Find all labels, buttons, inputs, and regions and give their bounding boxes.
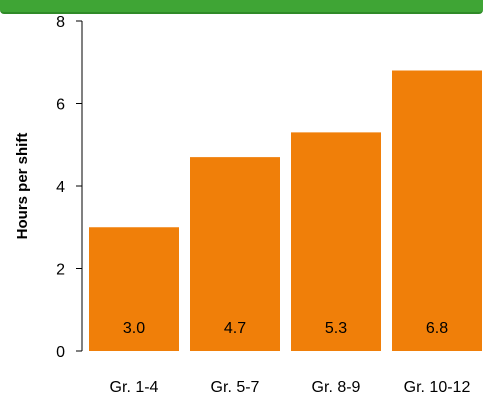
bar [291, 132, 381, 351]
bar-value-label: 3.0 [123, 320, 145, 337]
bar-value-label: 5.3 [325, 320, 347, 337]
bar-value-label: 6.8 [426, 320, 448, 337]
x-tick-label: Gr. 10-12 [404, 379, 471, 395]
y-tick-label: 8 [56, 14, 65, 31]
y-axis-label: Hours per shift [14, 133, 31, 240]
x-tick-label: Gr. 8-9 [312, 379, 361, 395]
bars-group [89, 70, 482, 351]
y-axis-ticks: 0 2 4 6 8 [56, 14, 82, 361]
x-tick-label: Gr. 5-7 [211, 379, 260, 395]
x-tick-label: Gr. 1-4 [110, 379, 159, 395]
header-band [0, 0, 483, 14]
y-tick-label: 2 [56, 262, 65, 279]
bar [392, 70, 482, 351]
y-tick-label: 6 [56, 97, 65, 114]
bar-value-label: 4.7 [224, 320, 246, 337]
y-tick-label: 0 [56, 344, 65, 361]
bar [89, 227, 179, 351]
bar [190, 157, 280, 351]
y-tick-label: 4 [56, 179, 65, 196]
bar-value-labels: 3.0 4.7 5.3 6.8 [123, 320, 448, 337]
x-axis-tick-labels: Gr. 1-4 Gr. 5-7 Gr. 8-9 Gr. 10-12 [110, 379, 471, 395]
